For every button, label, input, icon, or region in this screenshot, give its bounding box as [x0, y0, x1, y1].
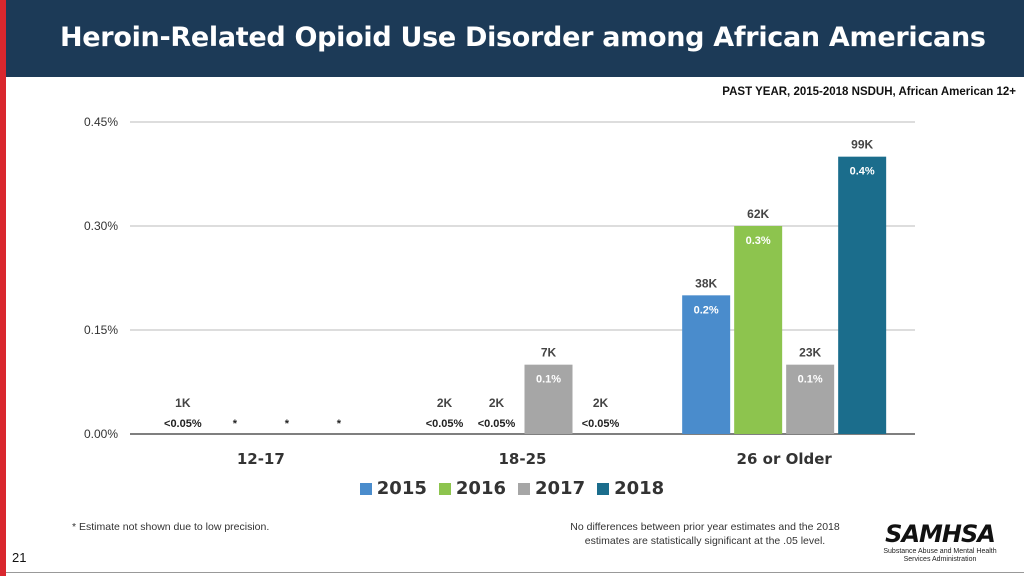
bar-value-label: * [285, 418, 290, 430]
legend-swatch-2017 [518, 482, 530, 495]
x-category-label: 12-17 [237, 450, 285, 468]
page-number: 21 [12, 550, 27, 565]
bar-count-label: 2K [489, 396, 505, 410]
legend-item-2015: 2015 [359, 478, 427, 499]
bar-count-label: 1K [175, 396, 191, 410]
header-bar [6, 0, 1024, 77]
bar-2018-2 [838, 156, 887, 434]
bar-2017-2 [786, 364, 835, 434]
bar-2017-1 [524, 364, 573, 434]
y-tick-label: 0.00% [84, 427, 118, 441]
bar-count-label: 2K [437, 396, 453, 410]
bottom-divider [6, 572, 1024, 573]
legend-item-2017: 2017 [518, 478, 585, 499]
bar-value-label: * [337, 418, 342, 430]
x-category-label: 26 or Older [737, 450, 833, 468]
legend-label-2017: 2017 [535, 478, 586, 499]
bar-value-label: * [233, 418, 238, 430]
bar-2016-2 [734, 226, 783, 434]
y-tick-label: 0.30% [84, 219, 118, 233]
bar-count-label: 23K [799, 346, 821, 360]
bar-value-label: 0.1% [536, 374, 561, 386]
legend-label-2018: 2018 [614, 478, 665, 499]
bar-value-label: 0.4% [850, 166, 875, 178]
bar-value-label: 0.2% [694, 304, 719, 316]
legend-label-2016: 2016 [455, 478, 506, 499]
chart-subtitle: PAST YEAR, 2015-2018 NSDUH, African Amer… [722, 86, 1016, 98]
bar-count-label: 7K [541, 346, 557, 360]
y-tick-label: 0.45% [84, 115, 118, 129]
footnote: * Estimate not shown due to low precisio… [72, 521, 270, 533]
legend-swatch-2018 [597, 482, 610, 495]
legend-swatch-2016 [438, 482, 451, 495]
y-tick-label: 0.15% [84, 323, 118, 337]
legend-label-2015: 2015 [376, 478, 427, 499]
bar-value-label: <0.05% [164, 418, 202, 430]
bar-count-label: 99K [851, 138, 873, 152]
bar-count-label: 62K [747, 207, 769, 221]
logo-wordmark: SAMHSA [885, 520, 996, 548]
bar-value-label: <0.05% [582, 418, 620, 430]
bar-value-label: <0.05% [478, 418, 516, 430]
bar-value-label: 0.3% [746, 235, 771, 247]
logo-subtext: Substance Abuse and Mental Health Servic… [883, 548, 997, 564]
x-category-label: 18-25 [499, 450, 547, 468]
bar-2015-2 [682, 295, 731, 434]
legend-item-2016: 2016 [438, 478, 506, 499]
bar-value-label: <0.05% [426, 418, 464, 430]
legend-item-2018: 2018 [597, 478, 664, 499]
page-title: Heroin-Related Opioid Use Disorder among… [60, 22, 986, 53]
left-accent-bar [0, 0, 6, 576]
chart-legend: 2015 2016 2017 2018 [0, 478, 1024, 499]
significance-note: No differences between prior year estima… [570, 521, 840, 547]
samhsa-logo: SAMHSA Substance Abuse and Mental Health… [880, 522, 1000, 564]
legend-swatch-2015 [359, 482, 372, 495]
bar-count-label: 38K [695, 276, 717, 290]
bar-value-label: 0.1% [798, 374, 823, 386]
bar-count-label: 2K [593, 396, 609, 410]
